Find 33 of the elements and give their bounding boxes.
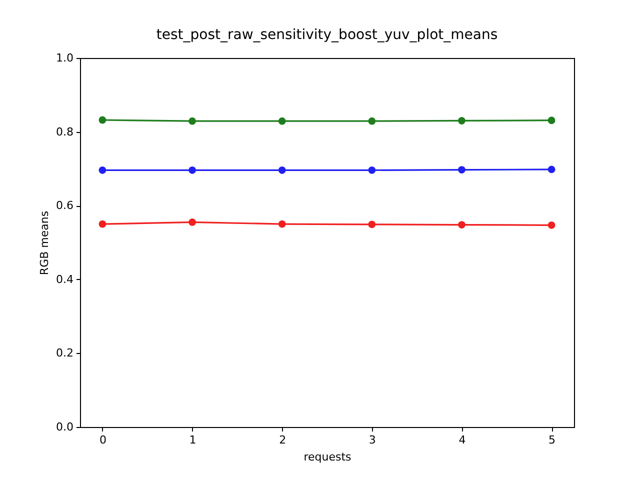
y-tick-label: 0.6 — [56, 199, 74, 212]
y-tick-label: 0.4 — [56, 272, 74, 286]
x-tick-label: 5 — [548, 434, 556, 446]
point — [458, 166, 466, 174]
x-tick-label: 0 — [99, 434, 106, 446]
point — [458, 221, 466, 228]
x-axis-title: requests — [304, 450, 352, 464]
point — [278, 117, 286, 125]
point — [458, 117, 466, 124]
y-tick-label: 0.0 — [56, 420, 74, 434]
y-tick-label: 0.8 — [56, 125, 74, 138]
x-tick-label: 1 — [189, 434, 196, 446]
point — [368, 220, 376, 228]
y-tick-label: 0.2 — [56, 346, 74, 360]
point — [278, 220, 286, 228]
chart-title: test_post_raw_sensitivity_boost_yuv_plot_means — [156, 27, 498, 43]
point — [278, 166, 286, 174]
y-axis-title: RGB means — [38, 210, 52, 276]
y-tick-label: 1.0 — [56, 52, 74, 64]
point — [368, 166, 376, 174]
point — [188, 218, 196, 226]
point — [98, 220, 106, 228]
point — [98, 166, 106, 174]
point — [188, 166, 196, 174]
point — [98, 116, 106, 124]
point — [368, 117, 376, 125]
x-tick-label: 2 — [279, 434, 286, 446]
x-tick-label: 3 — [368, 434, 376, 446]
point — [548, 166, 556, 174]
x-tick-label: 4 — [458, 434, 466, 446]
point — [188, 117, 196, 125]
point — [548, 116, 556, 124]
point — [548, 221, 556, 229]
